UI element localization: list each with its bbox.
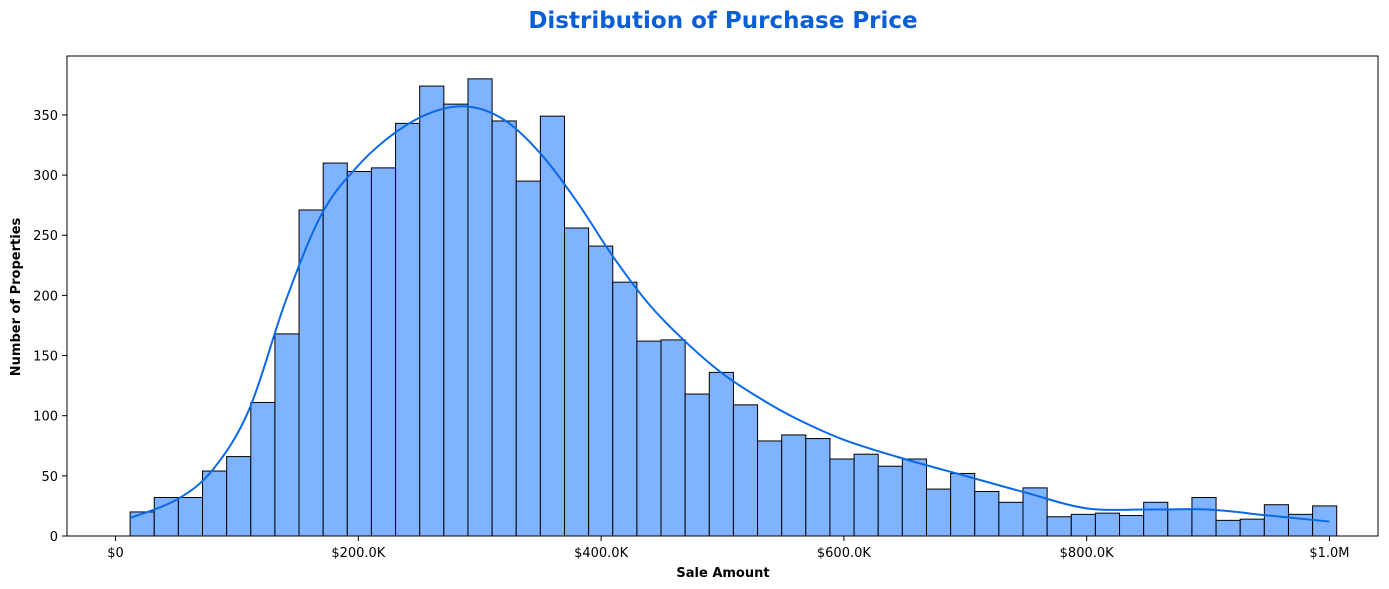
histogram-bar — [1263, 504, 1289, 537]
histogram-bar — [1239, 518, 1265, 537]
y-tick-label: 350 — [33, 109, 58, 124]
histogram-bar — [805, 438, 831, 537]
histogram-bar — [660, 339, 686, 537]
histogram-bar — [274, 333, 300, 537]
x-tick-label: $0 — [107, 546, 124, 561]
histogram-bar — [539, 115, 566, 537]
histogram-bar — [443, 103, 469, 537]
histogram-bar — [925, 488, 952, 537]
histogram-bar — [636, 340, 662, 537]
histogram-bar — [588, 245, 614, 537]
x-axis: $0 $200.0K $400.0K $600.0K $800.0K $1.0M — [107, 536, 1350, 561]
histogram-bar — [298, 209, 324, 537]
x-tick-label: $400.0K — [574, 546, 628, 561]
chart-title: Distribution of Purchase Price — [528, 8, 917, 34]
histogram-bar — [732, 404, 759, 537]
histogram-bar — [998, 501, 1024, 537]
histogram-bar — [1046, 516, 1072, 537]
histogram-bar — [757, 440, 783, 537]
histogram-bar — [250, 401, 276, 537]
histogram-bar — [1070, 513, 1096, 537]
histogram-bar — [491, 120, 517, 537]
histogram-bar — [1191, 497, 1217, 537]
y-tick-label: 200 — [33, 289, 58, 304]
y-tick-label: 50 — [41, 470, 58, 485]
y-tick-label: 100 — [33, 410, 58, 425]
y-axis-label: Number of Properties — [9, 217, 24, 376]
histogram-bar — [177, 497, 204, 537]
histogram-bar — [129, 511, 155, 537]
histogram-bar — [419, 85, 445, 537]
y-tick-label: 250 — [33, 229, 58, 244]
histogram-bar — [564, 227, 590, 537]
bars-group — [129, 78, 1338, 537]
histogram-bar — [1215, 519, 1241, 537]
histogram-bar — [202, 470, 228, 537]
histogram-bar — [708, 371, 734, 537]
histogram-bar — [950, 472, 976, 537]
histogram-bar — [877, 465, 903, 537]
histogram-bar — [515, 180, 541, 537]
histogram-bar — [1119, 515, 1145, 537]
histogram-bar — [781, 434, 807, 537]
histogram-bar — [684, 393, 710, 537]
histogram-bar — [974, 490, 1000, 537]
x-tick-label: $200.0K — [331, 546, 385, 561]
y-axis: 0 50 100 150 200 250 300 350 — [33, 109, 67, 545]
x-tick-label: $600.0K — [817, 546, 871, 561]
histogram-bar — [467, 78, 493, 537]
histogram-bar — [1143, 501, 1169, 537]
kde-line — [129, 105, 1330, 523]
histogram-bar — [346, 170, 372, 537]
histogram-bar — [901, 458, 927, 537]
histogram-bar — [1094, 512, 1121, 537]
y-tick-label: 300 — [33, 169, 58, 184]
histogram-bar — [612, 281, 638, 537]
histogram-bar — [829, 458, 855, 537]
histogram-bar — [226, 456, 252, 537]
histogram-bar — [395, 122, 421, 537]
histogram-bar — [1167, 509, 1193, 537]
histogram-bar — [853, 453, 879, 537]
histogram-bar — [153, 497, 179, 537]
x-tick-label: $800.0K — [1060, 546, 1114, 561]
histogram-bar — [370, 167, 397, 537]
plot-frame — [66, 55, 1379, 537]
x-tick-label: $1.0M — [1309, 546, 1349, 561]
histogram-bar — [322, 162, 348, 537]
y-tick-label: 0 — [50, 530, 58, 545]
y-tick-label: 150 — [33, 350, 58, 365]
x-axis-label: Sale Amount — [676, 566, 769, 581]
